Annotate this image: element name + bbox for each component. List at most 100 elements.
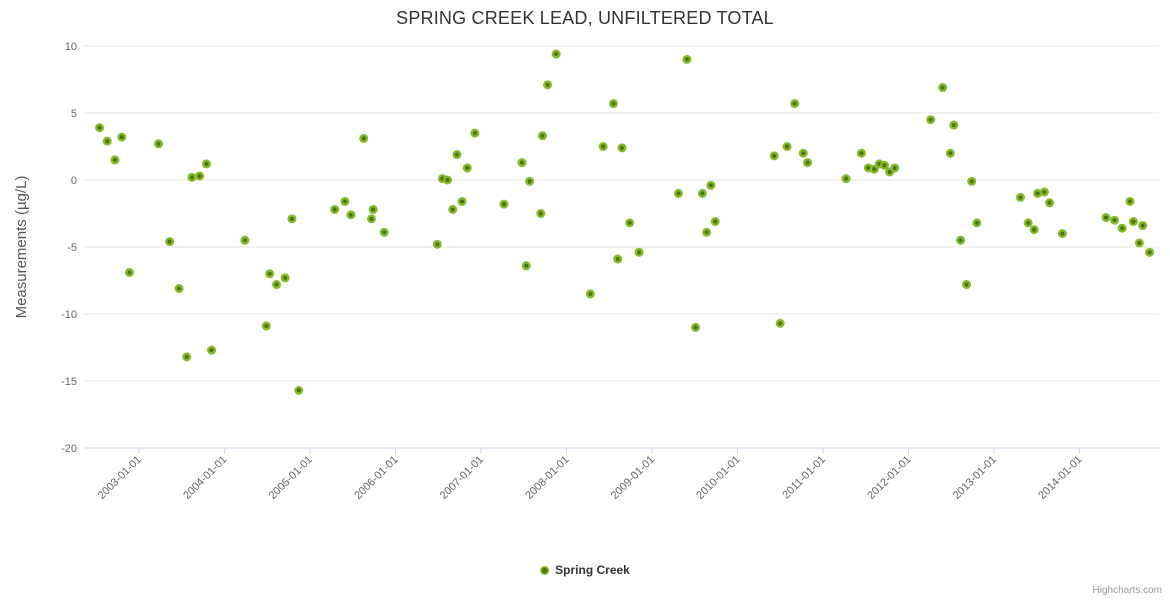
data-point[interactable] <box>521 261 531 271</box>
data-point[interactable] <box>1033 188 1043 198</box>
data-point[interactable] <box>782 142 792 151</box>
x-tick-label: 2010-01-01 <box>694 454 742 502</box>
data-point[interactable] <box>945 148 955 158</box>
data-point[interactable] <box>798 148 808 158</box>
y-tick-label: -5 <box>67 242 77 254</box>
data-point[interactable] <box>95 123 105 133</box>
data-point[interactable] <box>537 131 547 141</box>
data-point[interactable] <box>613 254 623 264</box>
highcharts-credits-link[interactable]: Highcharts.com <box>1092 585 1162 596</box>
data-point[interactable] <box>697 188 707 198</box>
data-point[interactable] <box>452 150 462 160</box>
data-point[interactable] <box>1045 198 1055 208</box>
data-point[interactable] <box>272 280 282 290</box>
data-point[interactable] <box>110 155 120 165</box>
data-point[interactable] <box>117 132 127 142</box>
data-point[interactable] <box>841 174 851 184</box>
data-point[interactable] <box>525 176 535 186</box>
data-point[interactable] <box>1134 238 1144 248</box>
data-point[interactable] <box>856 148 866 158</box>
legend-item-spring-creek[interactable]: Spring Creek <box>540 563 630 577</box>
data-point[interactable] <box>240 235 250 245</box>
data-point[interactable] <box>287 214 297 224</box>
x-tick-label: 2007-01-01 <box>438 454 486 502</box>
data-point[interactable] <box>1110 215 1120 225</box>
data-point[interactable] <box>432 239 442 249</box>
data-point[interactable] <box>775 318 785 328</box>
data-point[interactable] <box>551 49 561 59</box>
data-point[interactable] <box>691 322 701 332</box>
data-point[interactable] <box>598 142 608 151</box>
data-point[interactable] <box>379 227 389 237</box>
data-point[interactable] <box>207 345 217 355</box>
data-point[interactable] <box>174 284 184 294</box>
data-point[interactable] <box>462 163 472 173</box>
data-point[interactable] <box>124 267 134 277</box>
data-point[interactable] <box>470 128 480 138</box>
data-point[interactable] <box>368 204 378 214</box>
data-point[interactable] <box>187 172 197 182</box>
data-point[interactable] <box>880 160 890 170</box>
data-point[interactable] <box>165 237 175 247</box>
data-point[interactable] <box>1057 229 1067 239</box>
data-point[interactable] <box>359 133 369 143</box>
data-point[interactable] <box>1128 217 1138 227</box>
data-point[interactable] <box>706 180 716 190</box>
data-point[interactable] <box>625 218 635 228</box>
data-point[interactable] <box>457 196 467 206</box>
data-point[interactable] <box>1145 247 1155 257</box>
data-point[interactable] <box>1039 187 1049 197</box>
x-tick-label: 2008-01-01 <box>523 454 571 502</box>
data-point[interactable] <box>972 218 982 228</box>
data-point[interactable] <box>1101 213 1111 223</box>
data-point[interactable] <box>201 159 211 169</box>
data-point[interactable] <box>448 204 458 214</box>
data-point[interactable] <box>1023 218 1033 228</box>
data-point[interactable] <box>102 136 112 146</box>
data-point[interactable] <box>1015 192 1025 202</box>
legend-marker-icon <box>540 565 550 575</box>
data-point[interactable] <box>265 269 275 279</box>
data-point[interactable] <box>890 163 900 173</box>
data-point[interactable] <box>790 99 800 109</box>
data-point[interactable] <box>543 80 553 90</box>
data-point[interactable] <box>340 196 350 206</box>
data-point[interactable] <box>608 99 618 109</box>
data-point[interactable] <box>803 158 813 168</box>
data-point[interactable] <box>294 385 304 395</box>
data-point[interactable] <box>673 188 683 198</box>
data-point[interactable] <box>346 210 356 220</box>
data-point[interactable] <box>617 143 627 153</box>
data-point[interactable] <box>702 227 712 237</box>
x-tick-label: 2003-01-01 <box>96 454 144 502</box>
data-point[interactable] <box>956 235 966 245</box>
data-point[interactable] <box>1029 225 1039 235</box>
y-tick-label: -10 <box>61 309 77 321</box>
data-point[interactable] <box>195 171 205 181</box>
data-point[interactable] <box>280 273 290 283</box>
data-point[interactable] <box>938 83 948 93</box>
data-point[interactable] <box>710 217 720 227</box>
data-point[interactable] <box>682 54 692 64</box>
data-point[interactable] <box>182 352 192 362</box>
data-point[interactable] <box>769 151 779 161</box>
data-point[interactable] <box>499 199 509 209</box>
data-point[interactable] <box>1125 196 1135 206</box>
data-point[interactable] <box>330 204 340 214</box>
data-point[interactable] <box>585 289 595 299</box>
data-point[interactable] <box>517 158 527 168</box>
data-point[interactable] <box>967 176 977 186</box>
data-point[interactable] <box>1117 223 1127 233</box>
data-point[interactable] <box>926 115 936 125</box>
data-point[interactable] <box>261 321 271 331</box>
data-point[interactable] <box>366 214 376 224</box>
data-point[interactable] <box>962 280 972 290</box>
data-point[interactable] <box>154 139 164 149</box>
data-point[interactable] <box>443 175 453 185</box>
data-point[interactable] <box>634 247 644 257</box>
data-point[interactable] <box>536 209 546 218</box>
data-point[interactable] <box>1138 221 1148 231</box>
data-point[interactable] <box>949 120 959 130</box>
x-tick-label: 2005-01-01 <box>267 454 315 502</box>
